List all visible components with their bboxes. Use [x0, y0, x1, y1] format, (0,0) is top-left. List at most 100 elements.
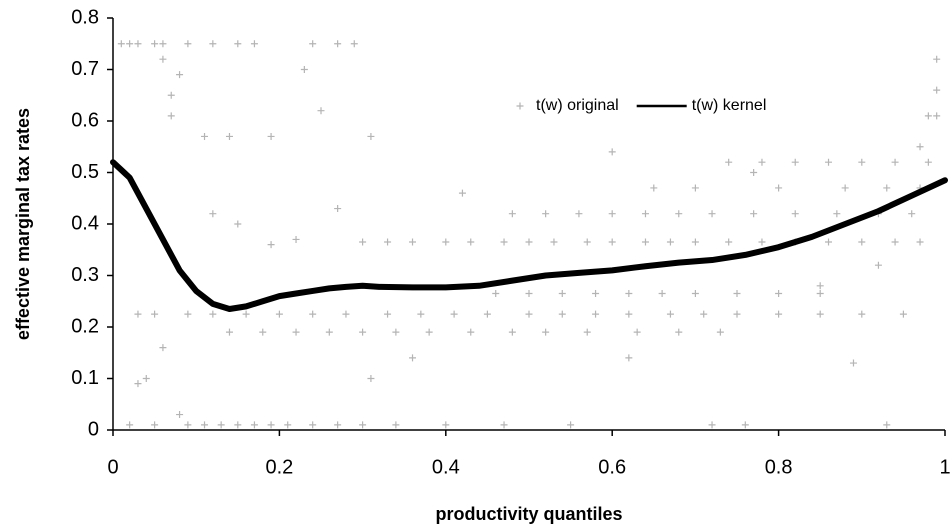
data-point: [159, 55, 167, 63]
data-point: [899, 310, 907, 318]
data-point: [342, 310, 350, 318]
data-point: [658, 290, 666, 298]
x-tick-label: 0: [107, 456, 118, 478]
data-point: [151, 421, 159, 429]
data-point: [359, 328, 367, 336]
data-point: [625, 290, 633, 298]
data-point: [816, 282, 824, 290]
data-point: [641, 238, 649, 246]
data-point: [209, 210, 217, 218]
data-point: [542, 210, 550, 218]
data-point: [309, 421, 317, 429]
data-point: [184, 40, 192, 48]
data-point: [908, 210, 916, 218]
data-point: [825, 158, 833, 166]
data-point: [933, 55, 941, 63]
data-point: [334, 205, 342, 213]
data-point: [650, 184, 658, 192]
data-point: [267, 421, 275, 429]
data-point: [608, 148, 616, 156]
data-point: [675, 210, 683, 218]
data-point: [392, 328, 400, 336]
data-point: [142, 375, 150, 382]
data-point: [775, 290, 783, 298]
data-point: [733, 290, 741, 298]
data-point: [933, 112, 941, 120]
data-point: [367, 132, 375, 140]
data-point: [234, 220, 242, 228]
data-point: [292, 328, 300, 336]
data-point: [550, 238, 558, 246]
data-point: [151, 310, 159, 318]
x-tick-label: 0.4: [432, 456, 460, 478]
data-point: [176, 411, 184, 419]
data-point: [209, 40, 217, 48]
data-point: [184, 310, 192, 318]
data-point: [833, 210, 841, 218]
data-point: [583, 328, 591, 336]
data-point: [691, 238, 699, 246]
data-point: [691, 184, 699, 192]
data-point: [741, 421, 749, 429]
data-point: [583, 238, 591, 246]
data-point: [841, 184, 849, 192]
data-point: [758, 158, 766, 166]
y-tick-label: 0.6: [71, 109, 99, 131]
data-point: [558, 290, 566, 298]
data-point: [250, 40, 258, 48]
data-point: [592, 310, 600, 318]
data-point: [924, 158, 932, 166]
data-point: [775, 184, 783, 192]
y-tick-label: 0.5: [71, 161, 99, 183]
data-point: [691, 290, 699, 298]
data-point: [567, 421, 575, 429]
y-tick-label: 0.7: [71, 58, 99, 80]
data-point: [167, 91, 175, 99]
data-point: [675, 328, 683, 336]
data-point: [242, 310, 250, 318]
data-point: [483, 310, 491, 318]
data-point: [508, 210, 516, 218]
kernel-line: [110, 159, 948, 312]
data-point: [666, 238, 674, 246]
data-point: [442, 421, 450, 429]
data-point: [159, 344, 167, 352]
data-point: [933, 86, 941, 94]
data-point: [525, 310, 533, 318]
data-point: [384, 238, 392, 246]
y-tick-label: 0: [88, 418, 99, 440]
data-point: [309, 310, 317, 318]
data-point: [575, 210, 583, 218]
data-point: [167, 112, 175, 120]
data-point: [716, 328, 724, 336]
data-point: [633, 328, 641, 336]
data-point: [217, 421, 225, 429]
data-point: [500, 238, 508, 246]
data-point: [733, 310, 741, 318]
x-tick-label: 1: [939, 456, 950, 478]
data-point: [791, 210, 799, 218]
data-point: [425, 328, 433, 336]
y-tick-label: 0.1: [71, 367, 99, 389]
data-point: [134, 40, 142, 48]
y-axis-title: effective marginal tax rates: [13, 108, 33, 340]
data-point: [309, 40, 317, 48]
x-tick-label: 0.8: [765, 456, 793, 478]
data-point: [542, 328, 550, 336]
data-point: [874, 261, 882, 269]
data-point: [250, 421, 258, 429]
data-point: [816, 290, 824, 298]
data-point: [184, 421, 192, 429]
data-point: [234, 40, 242, 48]
data-point: [442, 238, 450, 246]
data-point: [317, 107, 325, 115]
data-point: [916, 143, 924, 151]
data-point: [225, 132, 233, 140]
data-point: [209, 310, 217, 318]
data-point: [891, 158, 899, 166]
data-point: [625, 310, 633, 318]
data-point: [334, 40, 342, 48]
legend-marker: [516, 102, 524, 110]
data-point: [791, 158, 799, 166]
